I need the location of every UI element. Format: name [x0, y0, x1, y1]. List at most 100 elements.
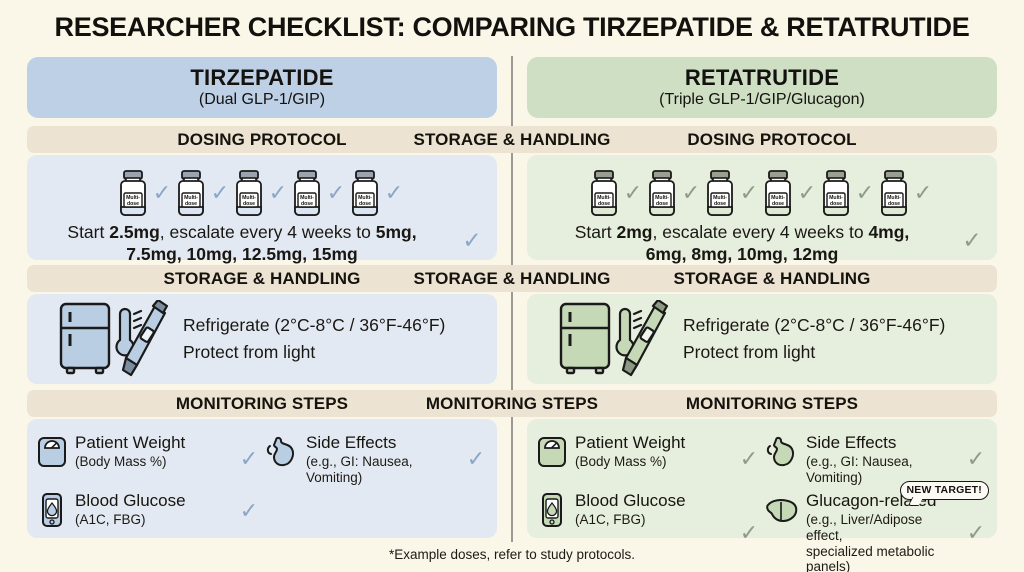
vial-icon-wrap: Multi- dose	[117, 169, 149, 217]
svg-text:Multi-: Multi-	[655, 195, 669, 201]
escalation-rest-right: 6mg, 8mg, 10mg, 12mg	[645, 244, 839, 265]
monitoring-item-sub: (A1C, FBG)	[75, 512, 234, 528]
vial-icon-wrap: Multi- dose	[175, 169, 207, 217]
vial-icon-wrap: Multi- dose	[349, 169, 381, 217]
monitoring-item[interactable]: Patient Weight (Body Mass %) ✓	[537, 427, 764, 485]
vial-row-right: Multi- dose ✓ Multi- dose ✓ Multi- dose …	[527, 169, 997, 217]
vial-icon: Multi- dose	[707, 170, 733, 216]
monitoring-item-sub: (Body Mass %)	[575, 454, 734, 470]
monitoring-item-sub: (e.g., Liver/Adipose effect, specialized …	[806, 512, 961, 572]
monitoring-item-sub: (A1C, FBG)	[575, 512, 734, 528]
svg-text:Multi-: Multi-	[358, 195, 372, 201]
vial-icon-wrap: Multi- dose	[588, 169, 620, 217]
vial-icon: Multi- dose	[881, 170, 907, 216]
drug-name-left: TIRZEPATIDE	[190, 64, 334, 90]
storage-line1-right: Refrigerate (2°C-8°C / 36°F-46°F)	[683, 314, 946, 335]
band2-label-left: STORAGE & HANDLING	[163, 268, 361, 288]
svg-text:Multi-: Multi-	[184, 195, 198, 201]
weight-scale-icon	[37, 435, 67, 469]
vial-icon-wrap: Multi- dose	[820, 169, 852, 217]
monitoring-checkmark: ✓	[239, 446, 259, 472]
dose-prefix-right: Start	[574, 222, 617, 242]
monitoring-item[interactable]: Glucagon-related (e.g., Liver/Adipose ef…	[764, 481, 991, 572]
vial-checkmark: ✓	[913, 180, 933, 205]
svg-text:Multi-: Multi-	[242, 195, 256, 201]
escalation-first-right: 4mg,	[868, 222, 910, 242]
vial-icon: Multi- dose	[649, 170, 675, 216]
svg-text:Multi-: Multi-	[713, 195, 727, 201]
dose-prefix-left: Start	[67, 222, 110, 242]
monitoring-item[interactable]: Blood Glucose (A1C, FBG) ✓	[537, 485, 764, 572]
svg-text:dose: dose	[359, 201, 371, 207]
monitoring-item-empty	[264, 485, 491, 530]
monitoring-item-subline: Vomiting)	[306, 469, 363, 485]
monitoring-item[interactable]: Blood Glucose (A1C, FBG) ✓	[37, 485, 264, 530]
dosing-panel-right: Multi- dose ✓ Multi- dose ✓ Multi- dose …	[527, 155, 997, 264]
vial-checkmark: ✓	[384, 180, 404, 205]
column-divider	[511, 56, 513, 542]
band3-label-left: MONITORING STEPS	[175, 393, 349, 413]
svg-text:Multi-: Multi-	[771, 195, 785, 201]
monitoring-grid-left: Patient Weight (Body Mass %) ✓ Side Effe…	[27, 419, 497, 538]
monitoring-checkmark: ✓	[466, 446, 486, 472]
drug-name-right: RETATRUTIDE	[684, 64, 840, 90]
glucose-meter-icon	[542, 493, 562, 528]
storage-text-right: Refrigerate (2°C-8°C / 36°F-46°F) Protec…	[683, 312, 945, 366]
vial-checkmark: ✓	[623, 180, 643, 205]
storage-panel-left: Refrigerate (2°C-8°C / 36°F-46°F) Protec…	[27, 294, 497, 384]
drug-subtitle-left: (Dual GLP-1/GIP)	[198, 91, 326, 109]
vial-checkmark: ✓	[268, 180, 288, 205]
monitoring-item-subline: (e.g., GI: Nausea, Vomiting)	[806, 454, 913, 485]
column-header-tirzepatide: TIRZEPATIDE (Dual GLP-1/GIP)	[27, 57, 497, 118]
vial-icon: Multi- dose	[178, 170, 204, 216]
svg-text:Multi-: Multi-	[887, 195, 901, 201]
storage-line2-left: Protect from light	[183, 342, 316, 362]
liver-icon	[764, 493, 798, 527]
glucose-meter-icon	[42, 493, 62, 528]
escalation-first-left: 5mg,	[375, 222, 417, 242]
vial-icon-wrap: Multi- dose	[704, 169, 736, 217]
monitoring-item[interactable]: Side Effects (e.g., GI: Nausea, Vomiting)…	[264, 427, 491, 485]
glucose-meter-icon	[537, 493, 567, 528]
vial-icon: Multi- dose	[352, 170, 378, 216]
section-band-storage: STORAGE & HANDLING STORAGE & HANDLING ST…	[27, 265, 997, 292]
weight-scale-icon	[537, 435, 567, 469]
weight-scale-icon	[38, 437, 66, 467]
start-dose-right: 2mg	[616, 222, 653, 242]
dosing-check-right: ✓	[962, 227, 982, 253]
svg-text:dose: dose	[772, 201, 784, 207]
monitoring-checkmark: ✓	[966, 446, 986, 472]
dosing-text-right: Start 2mg, escalate every 4 weeks to 4mg…	[539, 221, 945, 266]
vial-checkmark: ✓	[681, 180, 701, 205]
monitoring-grid-right: Patient Weight (Body Mass %) ✓ Side Effe…	[527, 419, 997, 572]
glucose-meter-icon	[37, 493, 67, 528]
footnote: *Example doses, refer to study protocols…	[388, 547, 636, 562]
vial-checkmark: ✓	[855, 180, 875, 205]
storage-line1-left: Refrigerate (2°C-8°C / 36°F-46°F)	[183, 314, 446, 335]
vial-checkmark: ✓	[152, 180, 172, 205]
monitoring-checkmark: ✓	[739, 520, 759, 546]
dosing-text-left: Start 2.5mg, escalate every 4 weeks to 5…	[39, 221, 445, 266]
section-band-dosing: DOSING PROTOCOL STORAGE & HANDLING DOSIN…	[27, 126, 997, 153]
monitoring-item-subline: (Body Mass %)	[575, 454, 667, 469]
vial-icon: Multi- dose	[591, 170, 617, 216]
page-title: RESEARCHER CHECKLIST: COMPARING TIRZEPAT…	[54, 12, 970, 42]
storage-panel-right: Refrigerate (2°C-8°C / 36°F-46°F) Protec…	[527, 294, 997, 384]
monitoring-item[interactable]: Side Effects (e.g., GI: Nausea, Vomiting…	[764, 427, 991, 485]
band1-label-right: DOSING PROTOCOL	[687, 129, 857, 149]
monitoring-checkmark: ✓	[239, 497, 259, 523]
monitoring-item-title: Side Effects	[806, 433, 897, 452]
vial-checkmark: ✓	[210, 180, 230, 205]
monitoring-item-title: Blood Glucose	[75, 491, 186, 511]
vial-icon: Multi- dose	[823, 170, 849, 216]
monitoring-item[interactable]: Patient Weight (Body Mass %) ✓	[37, 427, 264, 485]
dosing-check-left: ✓	[462, 227, 482, 253]
monitoring-panel-right: Patient Weight (Body Mass %) ✓ Side Effe…	[527, 419, 997, 572]
band3-label-center: MONITORING STEPS	[425, 393, 599, 413]
monitoring-checkmark: ✓	[739, 446, 759, 472]
svg-text:dose: dose	[656, 201, 668, 207]
svg-text:dose: dose	[185, 201, 197, 207]
storage-icon-group-right	[559, 298, 669, 377]
svg-text:dose: dose	[301, 201, 313, 207]
svg-text:Multi-: Multi-	[126, 195, 140, 201]
